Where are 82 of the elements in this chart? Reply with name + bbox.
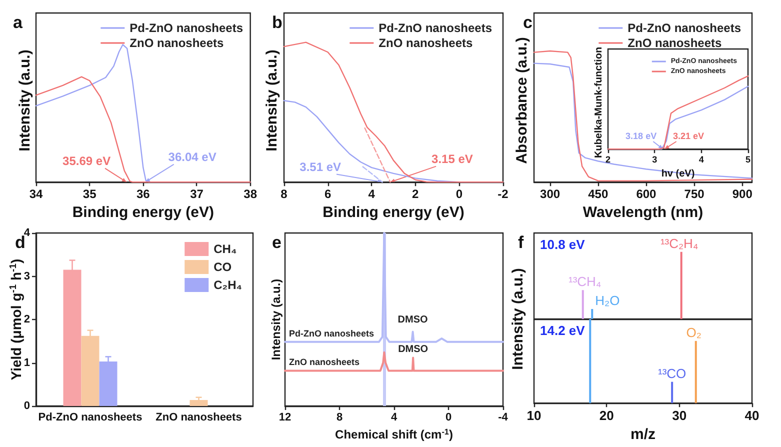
x-tick-label: ZnO nanosheets — [156, 412, 242, 424]
x-tick-label: 12 — [278, 412, 292, 424]
annotation: 3.18 eV — [626, 131, 657, 142]
legend-label: C₂H₄ — [214, 278, 242, 292]
x-tick-label: 8 — [336, 412, 343, 424]
x-tick-label: 36 — [136, 187, 150, 202]
chart-title: b — [272, 13, 282, 32]
x-tick-label: 5 — [745, 154, 751, 165]
y-axis-title: Intensity (a.u.) — [16, 50, 34, 152]
x-tick-label: 2 — [605, 154, 611, 165]
y-axis-title: Intensity (a.u.) — [269, 278, 283, 360]
legend-label: CO — [214, 260, 232, 274]
x-axis-title: hv (eV) — [661, 168, 695, 180]
series-label: Pd-ZnO nanosheets — [289, 328, 374, 338]
annotation: 36.04 eV — [168, 150, 216, 164]
y-tick-label: 2 — [24, 314, 30, 326]
y-axis-title: Kubelka-Munk-function — [594, 46, 604, 158]
x-tick-label: Pd-ZnO nanosheets — [38, 412, 142, 424]
x-tick-label: 4 — [698, 154, 704, 165]
x-tick-label: 2 — [412, 187, 420, 202]
series-label: H₂O — [595, 292, 620, 308]
x-tick-label: 8 — [280, 187, 288, 202]
bar — [190, 400, 208, 406]
x-tick-label: -2 — [498, 187, 509, 202]
x-tick-label: 40 — [744, 408, 760, 424]
y-tick-label: 1 — [24, 356, 30, 369]
legend-label: CH₄ — [214, 242, 237, 256]
legend-label: ZnO nanosheets — [130, 36, 224, 50]
y-axis-title: Absorbance (a.u.) — [514, 37, 530, 164]
legend-label: ZnO nanosheets — [378, 36, 473, 50]
x-axis-title: Binding energy (eV) — [322, 204, 464, 221]
x-tick-label: -4 — [498, 412, 509, 424]
bar — [99, 361, 118, 406]
x-axis-title: Wavelength (nm) — [582, 204, 704, 221]
series-label: ¹³CH₄ — [568, 274, 602, 290]
annotation: 3.51 eV — [300, 160, 342, 174]
annotation: 14.2 eV — [540, 323, 586, 338]
chart-title: f — [518, 233, 524, 252]
x-tick-label: 35 — [82, 187, 97, 202]
annotation: 3.15 eV — [432, 152, 473, 166]
x-tick-label: 450 — [588, 187, 608, 202]
x-tick-label: 37 — [190, 187, 204, 202]
y-tick-label: 3 — [24, 270, 30, 282]
legend-label: Pd-ZnO nanosheets — [130, 21, 244, 35]
y-axis-title: Intensity (a.u.) — [264, 50, 280, 152]
annotation: DMSO — [398, 344, 428, 356]
x-tick-label: 10 — [526, 408, 542, 424]
series-label: O₂ — [686, 324, 702, 340]
annotation: 10.8 eV — [540, 237, 586, 252]
y-tick-label: 4 — [24, 227, 31, 239]
legend-label: Pd-ZnO nanosheets — [628, 21, 742, 35]
y-axis-title: Intensity (a.u.) — [510, 268, 526, 370]
x-tick-label: 300 — [540, 187, 560, 202]
chart-title: d — [15, 233, 26, 252]
x-axis-title: m/z — [630, 426, 656, 443]
x-tick-label: 3 — [652, 154, 658, 165]
x-tick-label: 6 — [324, 187, 332, 202]
x-tick-label: 900 — [732, 187, 753, 202]
annotation: 35.69 eV — [62, 154, 111, 168]
legend-label: ZnO nanosheets — [628, 36, 722, 50]
x-tick-label: 4 — [368, 187, 376, 202]
y-axis-title: Yield (μmol g-1 h-1) — [8, 258, 24, 380]
annotation: 3.21 eV — [672, 131, 704, 142]
x-tick-label: 30 — [672, 408, 687, 424]
x-tick-label: 4 — [390, 412, 398, 424]
x-tick-label: 38 — [244, 187, 258, 202]
series-label: ZnO nanosheets — [289, 357, 360, 368]
x-tick-label: 20 — [599, 408, 614, 424]
y-tick-label: 0 — [24, 400, 30, 412]
x-tick-label: 0 — [456, 187, 463, 202]
x-tick-label: 600 — [636, 187, 657, 202]
series-label: ¹³CO — [658, 366, 686, 381]
x-tick-label: 0 — [445, 412, 452, 424]
chart-title: a — [13, 13, 23, 32]
annotation: DMSO — [398, 314, 428, 326]
series-label: ¹³C₂H₄ — [660, 236, 698, 251]
x-axis-title: Binding energy (eV) — [72, 204, 214, 221]
x-tick-label: 34 — [29, 187, 43, 202]
legend-label: Pd-ZnO nanosheets — [378, 21, 492, 35]
chart-title: e — [272, 233, 282, 252]
chart-title: c — [523, 13, 532, 32]
x-tick-label: 750 — [684, 187, 705, 202]
